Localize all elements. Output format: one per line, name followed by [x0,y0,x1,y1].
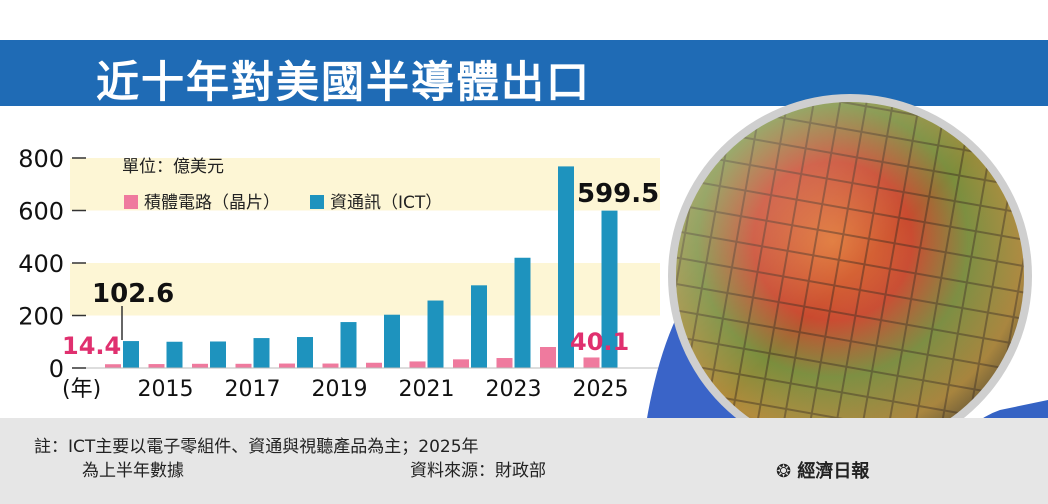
bar-ict-2017 [253,338,270,368]
bar-ic-2022 [453,359,469,368]
logo-text: ❂ 經濟日報 [776,457,869,483]
wafer-photo [640,94,1048,504]
bar-ict-2018 [297,337,313,368]
page-title: 近十年對美國半導體出口 [96,58,591,108]
legend-swatch-ict [310,195,324,209]
y-tick-label: 200 [18,303,64,331]
bar-ic-2025 [583,357,600,368]
note-line-1: 註：ICT主要以電子零組件、資通與視聽產品為主；2025年 [34,437,479,457]
label-ic-2014: 14.4 [62,332,121,360]
bar-ic-2021 [409,361,426,368]
title-bar [0,40,1048,106]
legend-swatch-ic [124,195,138,209]
x-tick-label: 2017 [225,377,281,402]
x-tick-label: 2019 [312,377,368,402]
bar-ict-2023 [514,257,531,368]
bar-ic-2015 [148,364,165,368]
bar-ic-2016 [192,363,208,368]
x-tick-label: 2015 [138,377,194,402]
bar-ic-2017 [235,363,252,368]
bar-ict-2022 [471,285,487,368]
bar-ic-2020 [366,362,382,368]
label-ict-2025: 599.5 [577,179,659,209]
label-ic-2025: 40.1 [570,328,629,356]
bar-ict-2014 [123,341,139,368]
y-tick-label: 0 [49,355,64,383]
note-line-2: 為上半年數據 [82,461,184,481]
bar-ic-2019 [322,363,339,368]
x-tick-label: 2025 [573,377,629,402]
bar-ict-2019 [340,322,357,368]
y-tick-label: 600 [18,198,64,226]
legend-label-ict: 資通訊（ICT） [330,193,442,213]
bar-ict-2015 [166,341,183,368]
bar-ic-2023 [496,358,513,368]
bar-chart: 0 200 400 600 800 (年) 2015 2017 2019 2021 2023 202… [18,145,660,402]
source-label: 資料來源：財政部 [410,461,546,481]
bar-ict-2025 [601,210,618,368]
footer [0,418,1048,504]
logo-label: 經濟日報 [797,461,870,482]
y-tick-label: 400 [18,250,64,278]
logo-icon: ❂ [776,461,792,482]
bar-ict-2016 [210,341,226,368]
bar-ic-2018 [279,363,295,368]
label-ict-2014: 102.6 [92,279,174,309]
x-tick-label: 2021 [399,377,455,402]
unit-label: 單位：億美元 [122,157,224,177]
legend-label-ic: 積體電路（晶片） [144,193,280,213]
x-tick-label: 2023 [486,377,542,402]
bar-ict-2020 [384,314,400,368]
bar-ic-2024 [540,347,556,368]
bar-ict-2024 [558,166,574,368]
y-tick-label: 800 [18,145,64,173]
bar-ict-2021 [427,300,444,368]
x-axis-prefix: (年) [62,377,101,402]
bar-ic-2014 [105,364,121,368]
